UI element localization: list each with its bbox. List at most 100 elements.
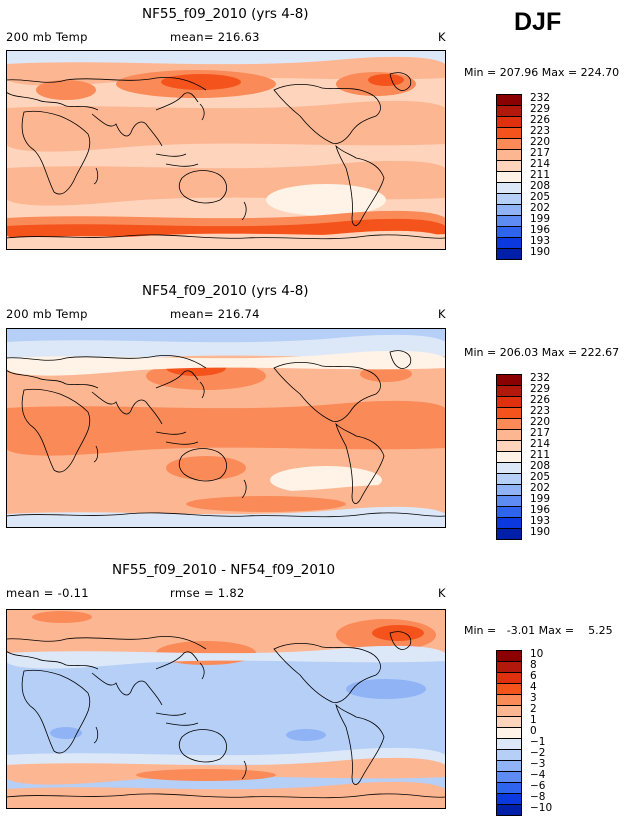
contour-blob (186, 496, 346, 512)
coastline (178, 448, 227, 482)
colorbar-label: 4 (530, 681, 537, 693)
colorbar-label: 193 (530, 515, 551, 527)
colorbar-label: 199 (530, 213, 551, 225)
coastline (389, 350, 412, 369)
colorbar-label: 202 (530, 482, 551, 494)
colorbar-label: 229 (530, 383, 551, 395)
contour-blob (368, 74, 404, 86)
coastline (241, 479, 247, 499)
coastline (145, 92, 199, 147)
contour-blob (166, 456, 246, 480)
coastline (155, 712, 199, 726)
contour-blob (36, 80, 96, 100)
colorbar-label: 196 (530, 224, 551, 236)
colorbar-label: 10 (530, 648, 544, 660)
panel-1-map (6, 50, 446, 250)
coastline (91, 391, 147, 415)
contour-band (6, 400, 446, 456)
coastline (241, 760, 247, 780)
panel-3-map (6, 609, 446, 809)
panel-2-title: NF54_f09_2010 (yrs 4-8) (142, 283, 309, 299)
coastline (389, 631, 412, 650)
colorbar-label: −4 (530, 769, 546, 781)
contour-blob (346, 679, 426, 699)
contour-band (6, 218, 446, 242)
map-frame (6, 50, 446, 250)
coastline (178, 170, 227, 204)
coastline (93, 726, 99, 744)
contour-blob (50, 727, 82, 739)
coastline (335, 703, 385, 785)
colorbar-label: 196 (530, 504, 551, 516)
panel-1-title: NF55_f09_2010 (yrs 4-8) (142, 6, 309, 22)
colorbar-label: 214 (530, 158, 551, 170)
panel-1-minmax: Min = 207.96 Max = 224.70 (464, 66, 620, 79)
panel-2-left-label: 200 mb Temp (6, 307, 88, 321)
colorbar-swatch (496, 248, 522, 260)
panel-1-units: K (438, 30, 446, 44)
colorbar-label: 2 (530, 703, 537, 715)
coastline (155, 431, 199, 445)
panel-3-left-label: mean = -0.11 (6, 586, 89, 600)
contour-band (6, 350, 446, 376)
coastline (6, 91, 99, 111)
coastline (273, 362, 381, 422)
contour-blob (32, 611, 92, 623)
colorbar-label: 199 (530, 493, 551, 505)
colorbar-label: 205 (530, 471, 551, 483)
panel-1-left-label: 200 mb Temp (6, 30, 88, 44)
colorbar-label: 8 (530, 659, 537, 671)
coastline (6, 650, 99, 670)
coastline (199, 662, 205, 680)
panel-3-minmax: Min = -3.01 Max = 5.25 (464, 624, 613, 637)
colorbar-label: 223 (530, 125, 551, 137)
coastline (6, 369, 99, 389)
contour-blob (136, 769, 276, 781)
coastline (155, 153, 199, 167)
colorbar-label: 220 (530, 136, 551, 148)
panel-2-center-label: mean= 216.74 (170, 307, 260, 321)
colorbar-label: 190 (530, 526, 551, 538)
coastlines (6, 72, 446, 240)
coastline (145, 370, 199, 425)
coastline (21, 388, 91, 473)
colorbar-label: 232 (530, 372, 551, 384)
colorbar-label: 220 (530, 416, 551, 428)
colorbar-label: 211 (530, 169, 551, 181)
coastline (6, 355, 207, 369)
colorbar-label: −3 (530, 758, 546, 770)
coastline (21, 110, 91, 195)
panel-2-map (6, 328, 446, 528)
coastline (199, 381, 205, 399)
colorbar-label: 202 (530, 202, 551, 214)
coastline (21, 669, 91, 754)
colorbar-label: 0 (530, 725, 537, 737)
colorbar-label: −2 (530, 747, 546, 759)
coastline (145, 651, 199, 706)
contour-blob (266, 184, 386, 216)
panel-3-center-label: rmse = 1.82 (170, 586, 245, 600)
colorbar-label: 229 (530, 103, 551, 115)
colorbar-label: 211 (530, 449, 551, 461)
colorbar-label: 217 (530, 147, 551, 159)
coastline (6, 234, 446, 240)
contour-band (6, 506, 446, 528)
colorbar-label: 208 (530, 180, 551, 192)
coastline (6, 512, 446, 518)
map-frame (6, 328, 446, 528)
coastline (6, 636, 207, 650)
coastline (335, 422, 385, 504)
coastline (241, 201, 247, 221)
coastline (6, 77, 207, 91)
coastline (389, 72, 412, 91)
contour-blob (372, 625, 424, 641)
colorbar-label: 217 (530, 427, 551, 439)
contour-band (6, 645, 446, 669)
contour-blob (360, 366, 412, 382)
colorbar-label: 193 (530, 235, 551, 247)
panel-1-center-label: mean= 216.63 (170, 30, 260, 44)
colorbar-label: 214 (530, 438, 551, 450)
colorbar-label: −1 (530, 736, 546, 748)
coastlines (6, 350, 446, 518)
colorbar-swatch (496, 804, 522, 816)
